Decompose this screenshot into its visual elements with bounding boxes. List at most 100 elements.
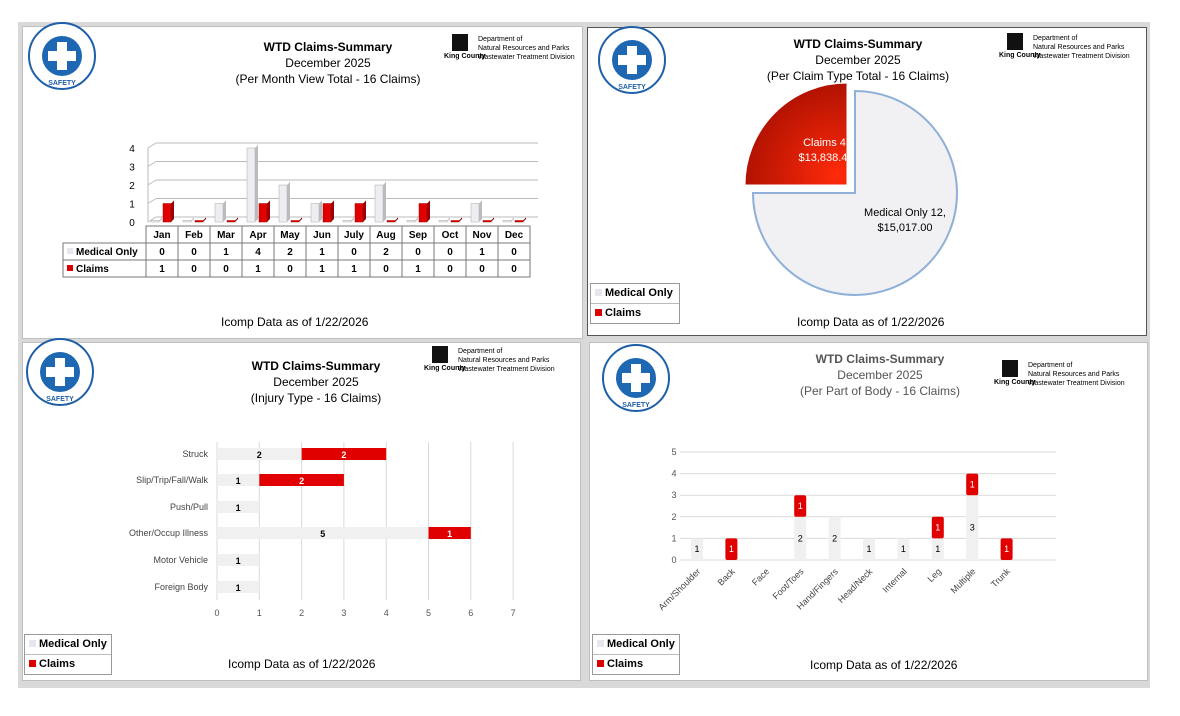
- legend-swatch: [67, 248, 73, 254]
- bar-side: [523, 217, 526, 222]
- legend-swatch: [67, 265, 73, 271]
- chart-title: WTD Claims-Summary: [815, 352, 945, 366]
- bar-claims: [354, 203, 364, 223]
- table-value: 1: [223, 247, 229, 258]
- month-label: Jan: [153, 230, 170, 241]
- bar-medical-only: [931, 538, 944, 560]
- safety-logo-text: SAFETY: [46, 396, 74, 403]
- bar-side: [415, 217, 418, 222]
- data-label: 2: [299, 476, 304, 486]
- month-label: Dec: [505, 230, 524, 241]
- bar-side: [491, 217, 494, 222]
- month-label: Sep: [409, 230, 427, 241]
- gridline: [147, 198, 157, 204]
- title-block: WTD Claims-Summary December 2025 (Per Pa…: [755, 351, 1005, 399]
- bar-side: [383, 182, 386, 222]
- bar-claims: [450, 220, 460, 223]
- pie-amount-medical-only: $15,017.00: [877, 222, 932, 234]
- chart-subtitle: (Injury Type - 16 Claims): [250, 391, 382, 405]
- month-label: Oct: [442, 230, 459, 241]
- table-value: 1: [159, 264, 165, 275]
- bar-medical-only: [828, 516, 841, 560]
- data-label: 5: [320, 529, 325, 539]
- month-label: Nov: [473, 230, 492, 241]
- y-tick-label: 3: [129, 163, 135, 174]
- y-tick-label: 4: [671, 469, 676, 479]
- data-label: 1: [866, 544, 871, 554]
- data-label: 1: [935, 523, 940, 533]
- data-label: 1: [447, 529, 452, 539]
- cross-icon: [46, 358, 74, 386]
- table-value: 0: [287, 264, 293, 275]
- data-label: 1: [901, 544, 906, 554]
- legend-claims: Claims: [25, 655, 111, 674]
- y-tick-label: 5: [671, 447, 676, 457]
- kc-dept: Department of Natural Resources and Parks…: [458, 348, 555, 373]
- bar-claims: [418, 203, 428, 223]
- category-label: Trunk: [989, 566, 1012, 589]
- bar-medical-only: [502, 220, 512, 223]
- chart-title: WTD Claims-Summary: [251, 359, 381, 373]
- table-value: 1: [255, 264, 261, 275]
- bar-side: [331, 200, 334, 222]
- bar-medical-only: [217, 474, 260, 486]
- bar-medical-only: [217, 527, 429, 539]
- data-label: 1: [694, 544, 699, 554]
- table-value: 2: [287, 247, 293, 258]
- category-label: Arm/Shoulder: [656, 566, 702, 612]
- pie-slice-claims: [744, 82, 848, 186]
- pie-label-claims: Claims 4,: [803, 137, 849, 149]
- bar-medical-only: [794, 516, 807, 560]
- bar-medical-only: [406, 220, 416, 223]
- chart-title: WTD Claims-Summary: [793, 37, 923, 51]
- data-label: 1: [1004, 544, 1009, 554]
- data-label: 1: [798, 501, 803, 511]
- title-block: WTD Claims-Summary December 2025 (Per Mo…: [203, 39, 453, 87]
- month-label: Jun: [313, 230, 331, 241]
- cross-icon: [48, 42, 76, 70]
- bar-claims: [386, 220, 396, 223]
- bar-claims: [226, 220, 236, 223]
- category-label: Face: [750, 566, 771, 587]
- kc-name: King County: [424, 365, 466, 372]
- bar-medical-only: [182, 220, 192, 223]
- category-label: Motor Vehicle: [153, 555, 208, 565]
- chart-subtitle: (Per Month View Total - 16 Claims): [235, 72, 421, 86]
- data-date: Icomp Data as of 1/22/2026: [228, 657, 376, 671]
- legend: Medical Only Claims: [592, 634, 680, 675]
- month-label: Mar: [217, 230, 235, 241]
- bar-claims: [259, 474, 344, 486]
- bar-medical-only: [246, 147, 256, 223]
- category-label: Foreign Body: [154, 582, 208, 592]
- cross-icon: [622, 364, 650, 392]
- cross-icon: [618, 46, 646, 74]
- kc-dept: Department of Natural Resources and Parks…: [478, 36, 575, 61]
- bar-side: [287, 182, 290, 222]
- chart-period: December 2025: [285, 56, 371, 70]
- table-value: 0: [223, 264, 229, 275]
- bar-side: [235, 217, 238, 222]
- bar-medical-only: [691, 538, 703, 560]
- x-tick-label: 6: [468, 608, 473, 618]
- bar-side: [159, 217, 162, 222]
- table-value: 1: [319, 264, 325, 275]
- table-value: 4: [255, 247, 261, 258]
- category-label: Foot/Toes: [771, 566, 806, 601]
- category-label: Push/Pull: [170, 502, 208, 512]
- bar-claims: [482, 220, 492, 223]
- legend-medical-only: Medical Only: [591, 284, 679, 304]
- gridline: [147, 179, 157, 186]
- bar-medical-only: [217, 581, 260, 593]
- pie-amount-claims: $13,838.46: [798, 152, 853, 164]
- bar-claims: [428, 527, 471, 539]
- y-tick-label: 1: [671, 533, 676, 543]
- x-tick-label: 0: [214, 608, 219, 618]
- y-tick-label: 2: [129, 181, 135, 192]
- data-date: Icomp Data as of 1/22/2026: [810, 658, 958, 672]
- bar-medical-only: [966, 495, 979, 560]
- kc-name: King County: [994, 379, 1036, 386]
- kc-name: King County: [999, 52, 1041, 59]
- category-label: Leg: [926, 566, 944, 584]
- y-tick-label: 2: [671, 512, 676, 522]
